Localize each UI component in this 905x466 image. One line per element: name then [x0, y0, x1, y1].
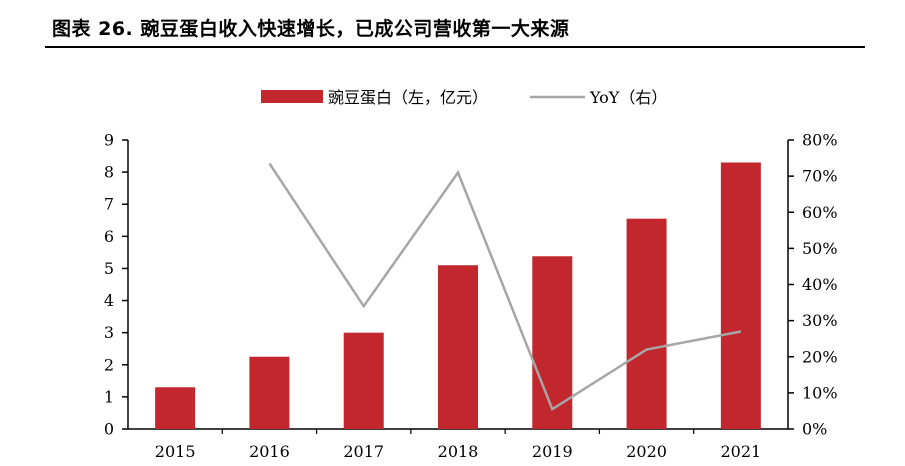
chart-title: 图表 26. 豌豆蛋白收入快速增长，已成公司营收第一大来源 — [52, 18, 570, 40]
right-tick-label: 20% — [802, 347, 838, 366]
right-tick-label: 40% — [802, 275, 838, 294]
legend-bar-swatch — [261, 90, 323, 103]
left-tick-label: 1 — [104, 387, 114, 406]
left-tick-label: 0 — [104, 420, 114, 439]
left-tick-label: 2 — [104, 355, 114, 374]
x-tick-label: 2020 — [626, 442, 667, 461]
x-tick-label: 2021 — [720, 442, 761, 461]
axes: 0 1 2 3 4 5 6 7 8 9 0% 10% 20% 30% 40% 50% 60% 70% 80% 2015… — [104, 131, 838, 462]
legend-line-label: YoY（右） — [589, 88, 667, 107]
left-tick-label: 8 — [104, 163, 114, 182]
left-tick-label: 3 — [104, 323, 114, 342]
right-tick-label: 30% — [802, 311, 838, 330]
yoy-line — [268, 162, 742, 411]
bar — [626, 218, 667, 429]
right-tick-label: 50% — [802, 239, 838, 258]
bar — [249, 356, 290, 429]
left-tick-label: 7 — [104, 195, 114, 214]
left-tick-label: 9 — [104, 131, 114, 150]
bars — [155, 162, 761, 429]
bar — [532, 256, 573, 429]
x-tick-label: 2018 — [438, 442, 479, 461]
left-tick-label: 5 — [104, 259, 114, 278]
right-tick-label: 70% — [802, 167, 838, 186]
title-underline — [45, 46, 865, 48]
legend-bar-label: 豌豆蛋白（左，亿元） — [328, 88, 488, 107]
x-tick-label: 2019 — [532, 442, 573, 461]
bar — [343, 332, 384, 429]
bar — [155, 387, 196, 429]
left-tick-label: 6 — [104, 227, 114, 246]
x-tick-label: 2017 — [343, 442, 384, 461]
right-tick-label: 0% — [802, 420, 827, 439]
right-tick-label: 80% — [802, 131, 838, 150]
right-tick-label: 60% — [802, 203, 838, 222]
x-tick-label: 2016 — [249, 442, 290, 461]
bar — [438, 265, 478, 429]
right-tick-label: 10% — [802, 383, 838, 402]
yoy-series-line — [268, 162, 742, 411]
x-tick-label: 2015 — [155, 442, 196, 461]
left-tick-label: 4 — [104, 291, 114, 310]
bar — [720, 162, 761, 429]
legend: 豌豆蛋白（左，亿元） YoY（右） — [261, 88, 667, 107]
